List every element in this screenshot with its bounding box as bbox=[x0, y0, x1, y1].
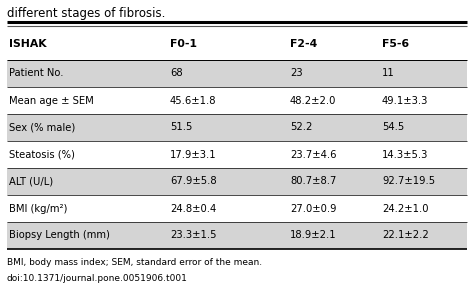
Text: 92.7±19.5: 92.7±19.5 bbox=[382, 177, 435, 186]
Text: Biopsy Length (mm): Biopsy Length (mm) bbox=[9, 230, 110, 241]
Text: 80.7±8.7: 80.7±8.7 bbox=[290, 177, 337, 186]
Text: 49.1±3.3: 49.1±3.3 bbox=[382, 95, 428, 106]
Text: 24.8±0.4: 24.8±0.4 bbox=[170, 203, 216, 214]
Text: F2-4: F2-4 bbox=[290, 39, 317, 49]
Text: Sex (% male): Sex (% male) bbox=[9, 122, 75, 132]
Text: 23.7±4.6: 23.7±4.6 bbox=[290, 150, 337, 159]
Bar bbox=[7, 168, 467, 195]
Text: Patient No.: Patient No. bbox=[9, 69, 64, 79]
Text: 14.3±5.3: 14.3±5.3 bbox=[382, 150, 428, 159]
Text: BMI (kg/m²): BMI (kg/m²) bbox=[9, 203, 67, 214]
Bar bbox=[7, 195, 467, 222]
Text: Steatosis (%): Steatosis (%) bbox=[9, 150, 75, 159]
Text: 18.9±2.1: 18.9±2.1 bbox=[290, 230, 337, 241]
Bar bbox=[7, 26, 467, 60]
Text: 27.0±0.9: 27.0±0.9 bbox=[290, 203, 337, 214]
Text: 68: 68 bbox=[170, 69, 182, 79]
Text: 54.5: 54.5 bbox=[382, 122, 404, 132]
Text: 23: 23 bbox=[290, 69, 302, 79]
Text: 51.5: 51.5 bbox=[170, 122, 192, 132]
Text: 23.3±1.5: 23.3±1.5 bbox=[170, 230, 217, 241]
Bar bbox=[7, 87, 467, 114]
Text: 52.2: 52.2 bbox=[290, 122, 312, 132]
Text: doi:10.1371/journal.pone.0051906.t001: doi:10.1371/journal.pone.0051906.t001 bbox=[7, 274, 188, 283]
Text: 22.1±2.2: 22.1±2.2 bbox=[382, 230, 429, 241]
Text: 67.9±5.8: 67.9±5.8 bbox=[170, 177, 217, 186]
Text: different stages of fibrosis.: different stages of fibrosis. bbox=[7, 7, 165, 20]
Bar bbox=[7, 141, 467, 168]
Text: ISHAK: ISHAK bbox=[9, 39, 46, 49]
Text: Mean age ± SEM: Mean age ± SEM bbox=[9, 95, 94, 106]
Text: 17.9±3.1: 17.9±3.1 bbox=[170, 150, 217, 159]
Text: F0-1: F0-1 bbox=[170, 39, 197, 49]
Bar bbox=[7, 114, 467, 141]
Text: ALT (U/L): ALT (U/L) bbox=[9, 177, 53, 186]
Text: BMI, body mass index; SEM, standard error of the mean.: BMI, body mass index; SEM, standard erro… bbox=[7, 258, 262, 267]
Text: 45.6±1.8: 45.6±1.8 bbox=[170, 95, 217, 106]
Text: F5-6: F5-6 bbox=[382, 39, 409, 49]
Text: 24.2±1.0: 24.2±1.0 bbox=[382, 203, 428, 214]
Bar bbox=[7, 60, 467, 87]
Bar bbox=[7, 222, 467, 249]
Text: 11: 11 bbox=[382, 69, 395, 79]
Text: 48.2±2.0: 48.2±2.0 bbox=[290, 95, 337, 106]
